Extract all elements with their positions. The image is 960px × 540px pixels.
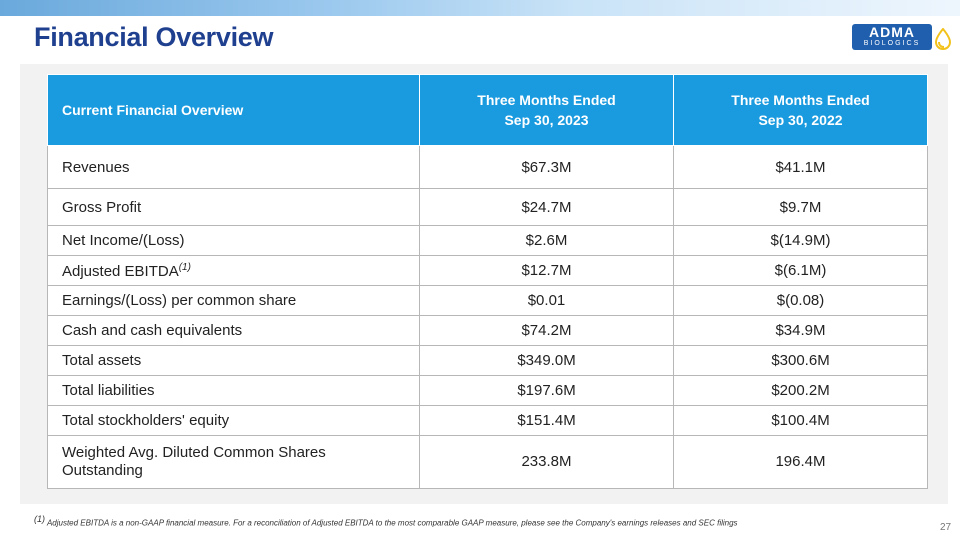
slide-title: Financial Overview [34, 22, 274, 52]
top-banner [0, 0, 960, 16]
value-2023: 233.8M [419, 435, 674, 489]
value-2022: $(14.9M) [673, 225, 928, 256]
row-label: Total assets [47, 345, 420, 376]
row-label: Total liabilities [47, 375, 420, 406]
value-2022: $34.9M [673, 315, 928, 346]
table-row: Net Income/(Loss) $2.6M $(14.9M) [47, 225, 928, 256]
table-header-row: Current Financial Overview Three Months … [47, 74, 928, 146]
value-2023: $24.7M [419, 188, 674, 226]
value-2023: $12.7M [419, 255, 674, 286]
value-2022: $(6.1M) [673, 255, 928, 286]
row-label: Weighted Avg. Diluted Common Shares Outs… [47, 435, 420, 489]
row-label-text: Adjusted EBITDA [62, 262, 179, 280]
logo-box: ADMA BIOLOGICS [852, 24, 932, 50]
value-2023: $2.6M [419, 225, 674, 256]
drop-icon [934, 28, 952, 50]
row-label: Gross Profit [47, 188, 420, 226]
row-label: Revenues [47, 145, 420, 189]
row-label: Total stockholders' equity [47, 405, 420, 436]
table-row: Total assets $349.0M $300.6M [47, 345, 928, 376]
value-2022: $100.4M [673, 405, 928, 436]
value-2023: $349.0M [419, 345, 674, 376]
row-label: Adjusted EBITDA(1) [47, 255, 420, 286]
footnote-marker: (1) [178, 261, 191, 273]
header-2023-line1: Three Months Ended [477, 92, 616, 108]
header-2022: Three Months Ended Sep 30, 2022 [673, 74, 928, 146]
header-2023: Three Months Ended Sep 30, 2023 [419, 74, 674, 146]
value-2023: $197.6M [419, 375, 674, 406]
table-row: Total liabilities $197.6M $200.2M [47, 375, 928, 406]
table-row: Gross Profit $24.7M $9.7M [47, 188, 928, 226]
value-2022: $200.2M [673, 375, 928, 406]
value-2022: $300.6M [673, 345, 928, 376]
row-label: Net Income/(Loss) [47, 225, 420, 256]
adma-biologics-logo: ADMA BIOLOGICS [852, 24, 954, 52]
table-row: Cash and cash equivalents $74.2M $34.9M [47, 315, 928, 346]
footnote: (1) Adjusted EBITDA is a non-GAAP financ… [34, 514, 738, 528]
footnote-marker: (1) [34, 514, 45, 524]
table-row: Total stockholders' equity $151.4M $100.… [47, 405, 928, 436]
value-2023: $67.3M [419, 145, 674, 189]
header-2023-line2: Sep 30, 2023 [504, 112, 589, 128]
value-2022: $9.7M [673, 188, 928, 226]
value-2022: $41.1M [673, 145, 928, 189]
logo-main-text: ADMA [869, 24, 915, 40]
header-2022-line1: Three Months Ended [731, 92, 870, 108]
footnote-text: Adjusted EBITDA is a non-GAAP financial … [46, 518, 738, 528]
header-2022-line2: Sep 30, 2022 [758, 112, 843, 128]
value-2023: $0.01 [419, 285, 674, 316]
value-2022: 196.4M [673, 435, 928, 489]
row-label: Cash and cash equivalents [47, 315, 420, 346]
table-row: Earnings/(Loss) per common share $0.01 $… [47, 285, 928, 316]
table-row: Weighted Avg. Diluted Common Shares Outs… [47, 435, 928, 489]
logo-sub-text: BIOLOGICS [863, 40, 921, 47]
header-label: Current Financial Overview [47, 74, 420, 146]
value-2022: $(0.08) [673, 285, 928, 316]
table-row: Revenues $67.3M $41.1M [47, 145, 928, 189]
value-2023: $151.4M [419, 405, 674, 436]
financial-overview-table: Current Financial Overview Three Months … [47, 74, 928, 489]
page-number: 27 [940, 522, 952, 533]
value-2023: $74.2M [419, 315, 674, 346]
row-label: Earnings/(Loss) per common share [47, 285, 420, 316]
table-row: Adjusted EBITDA(1) $12.7M $(6.1M) [47, 255, 928, 286]
